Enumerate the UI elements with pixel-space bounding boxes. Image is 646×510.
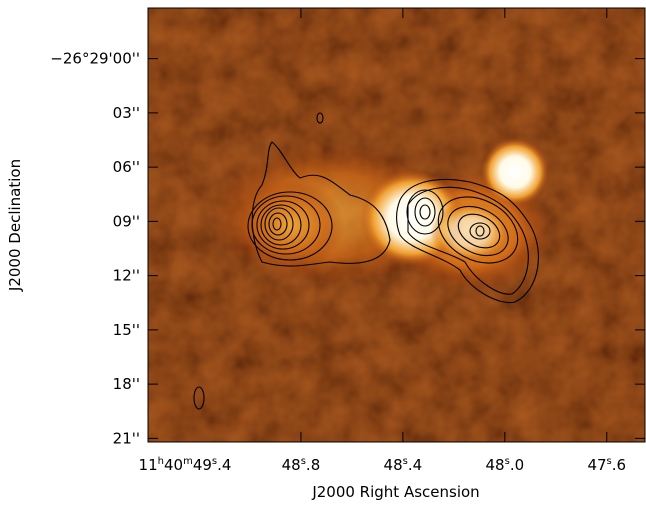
image	[148, 8, 645, 442]
x-tick-label: 11h40m49s.4	[139, 456, 232, 474]
x-tick-label: 47s.6	[587, 456, 626, 474]
x-tick-label: 48s.4	[384, 456, 423, 474]
x-axis-label: J2000 Right Ascension	[311, 483, 479, 501]
y-axis-label: J2000 Declination	[6, 159, 24, 292]
y-tick-label: 15''	[113, 321, 140, 339]
x-tick-label: 48s.8	[282, 456, 321, 474]
y-tick-label: 18''	[113, 375, 140, 393]
y-tick-label: 06''	[113, 158, 140, 176]
frame	[147, 7, 646, 443]
x-tick-label: 48s.0	[486, 456, 525, 474]
y-tick-label: 21''	[113, 429, 140, 447]
y-tick-label: 09''	[113, 212, 140, 230]
y-tick-label: −26°29'00''	[50, 50, 140, 68]
contours	[193, 112, 539, 410]
y-tick-label: 03''	[113, 104, 140, 122]
y-tick-label: 12''	[113, 267, 140, 285]
